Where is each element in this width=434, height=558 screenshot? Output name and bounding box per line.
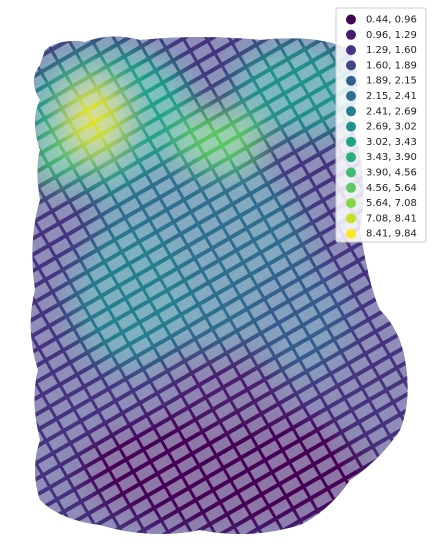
legend-swatch [346, 14, 356, 25]
legend-swatch [346, 213, 356, 224]
legend-label: 7.08, 8.41 [366, 213, 417, 224]
legend-swatch [346, 121, 356, 132]
legend-label: 2.69, 3.02 [366, 122, 417, 133]
legend-label: 3.90, 4.56 [366, 168, 417, 179]
legend-swatch [346, 228, 356, 239]
legend-swatch [346, 152, 356, 163]
legend-swatch [346, 136, 356, 147]
legend-swatch [346, 45, 356, 56]
legend-swatch [346, 91, 356, 101]
legend-label: 4.56, 5.64 [366, 183, 417, 194]
legend-label: 1.29, 1.60 [366, 45, 417, 56]
legend-label: 3.02, 3.43 [366, 137, 417, 148]
legend: 0.44, 0.96 0.96, 1.29 1.29, 1.60 1.60, 1.89… [335, 7, 427, 243]
legend-swatch [346, 75, 356, 86]
legend-label: 3.43, 3.90 [366, 152, 417, 163]
legend-swatch [346, 198, 356, 209]
legend-label: 1.60, 1.89 [366, 60, 417, 71]
legend-swatch [346, 182, 356, 193]
legend-label: 8.41, 9.84 [366, 229, 417, 240]
legend-label: 0.96, 1.29 [366, 30, 417, 41]
legend-swatch [346, 60, 356, 71]
legend-swatch [346, 106, 356, 117]
legend-label: 5.64, 7.08 [366, 198, 417, 209]
legend-swatch [346, 167, 356, 178]
legend-box [335, 7, 427, 243]
legend-swatch [346, 29, 356, 40]
legend-label: 0.44, 0.96 [366, 15, 417, 26]
legend-label: 1.89, 2.15 [366, 76, 417, 87]
legend-label: 2.41, 2.69 [366, 106, 417, 117]
legend-label: 2.15, 2.41 [366, 91, 417, 102]
